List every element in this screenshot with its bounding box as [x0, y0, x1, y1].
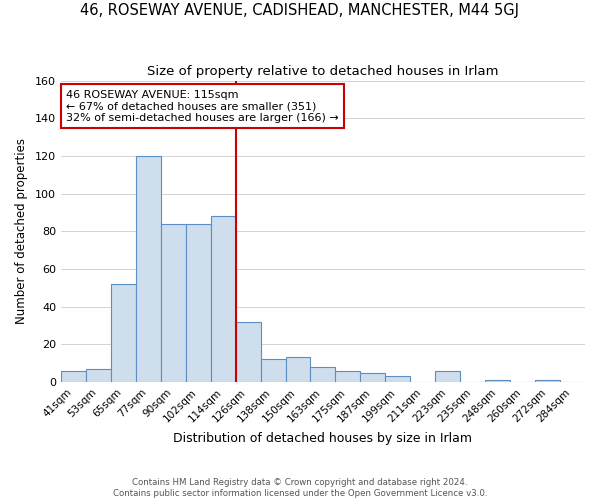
Bar [535, 380, 560, 382]
Title: Size of property relative to detached houses in Irlam: Size of property relative to detached ho… [147, 65, 499, 78]
Bar [310, 367, 335, 382]
X-axis label: Distribution of detached houses by size in Irlam: Distribution of detached houses by size … [173, 432, 472, 445]
Bar [186, 224, 211, 382]
Bar [86, 369, 111, 382]
Bar [111, 284, 136, 382]
Bar [161, 224, 186, 382]
Text: 46 ROSEWAY AVENUE: 115sqm
← 67% of detached houses are smaller (351)
32% of semi: 46 ROSEWAY AVENUE: 115sqm ← 67% of detac… [66, 90, 339, 123]
Bar [286, 358, 310, 382]
Bar [361, 372, 385, 382]
Bar [260, 360, 286, 382]
Bar [435, 370, 460, 382]
Text: 46, ROSEWAY AVENUE, CADISHEAD, MANCHESTER, M44 5GJ: 46, ROSEWAY AVENUE, CADISHEAD, MANCHESTE… [80, 2, 520, 18]
Bar [236, 322, 260, 382]
Text: Contains HM Land Registry data © Crown copyright and database right 2024.
Contai: Contains HM Land Registry data © Crown c… [113, 478, 487, 498]
Y-axis label: Number of detached properties: Number of detached properties [15, 138, 28, 324]
Bar [385, 376, 410, 382]
Bar [335, 370, 361, 382]
Bar [211, 216, 236, 382]
Bar [61, 370, 86, 382]
Bar [136, 156, 161, 382]
Bar [485, 380, 510, 382]
